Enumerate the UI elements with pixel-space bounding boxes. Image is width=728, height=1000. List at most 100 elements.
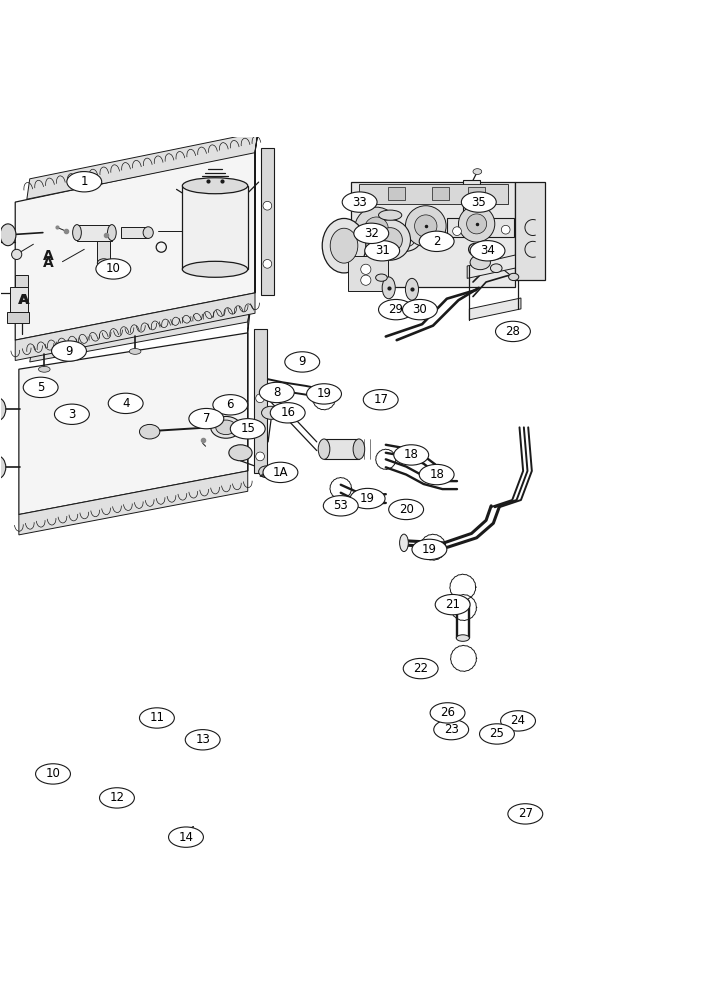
Circle shape (361, 275, 371, 285)
Bar (10, 287, 28, 313)
Text: 33: 33 (352, 196, 367, 209)
Circle shape (263, 201, 272, 210)
Circle shape (502, 225, 510, 234)
Ellipse shape (350, 488, 385, 509)
Ellipse shape (456, 598, 470, 605)
Ellipse shape (143, 227, 154, 238)
Circle shape (467, 214, 486, 234)
Circle shape (370, 220, 411, 260)
Ellipse shape (403, 658, 438, 679)
Text: 21: 21 (445, 598, 460, 611)
Ellipse shape (403, 299, 438, 320)
Text: 20: 20 (399, 503, 414, 516)
Ellipse shape (435, 594, 470, 615)
Ellipse shape (491, 264, 502, 273)
Bar (324, 439, 359, 459)
Ellipse shape (318, 439, 330, 459)
Text: 24: 24 (510, 714, 526, 727)
Ellipse shape (496, 321, 531, 342)
Text: 1A: 1A (273, 466, 288, 479)
Ellipse shape (508, 804, 543, 824)
Bar (359, 184, 507, 204)
Text: 23: 23 (444, 723, 459, 736)
Text: 25: 25 (489, 727, 505, 740)
Ellipse shape (182, 261, 248, 277)
Circle shape (453, 227, 462, 236)
Bar (348, 256, 387, 291)
Polygon shape (248, 300, 251, 471)
Circle shape (361, 264, 371, 274)
Text: 17: 17 (373, 393, 388, 406)
Text: 10: 10 (46, 767, 60, 780)
Polygon shape (30, 300, 251, 362)
Circle shape (355, 207, 398, 251)
Ellipse shape (189, 408, 223, 429)
Ellipse shape (182, 178, 248, 194)
Ellipse shape (382, 277, 395, 299)
Ellipse shape (96, 259, 131, 279)
Ellipse shape (462, 192, 496, 212)
Ellipse shape (379, 299, 414, 320)
Text: 4: 4 (122, 397, 130, 410)
Text: 8: 8 (273, 386, 280, 399)
Text: 6: 6 (226, 398, 234, 411)
Text: 3: 3 (68, 408, 76, 421)
Polygon shape (261, 148, 274, 295)
Text: 32: 32 (364, 227, 379, 240)
Polygon shape (15, 293, 255, 360)
Text: 1: 1 (81, 175, 88, 188)
Circle shape (378, 228, 403, 252)
Ellipse shape (140, 708, 174, 728)
Bar (352, 182, 515, 287)
Bar (182, 186, 248, 269)
Text: 9: 9 (66, 345, 73, 358)
Ellipse shape (394, 445, 429, 465)
Ellipse shape (456, 635, 470, 641)
Circle shape (405, 206, 446, 246)
Bar (7, 312, 29, 323)
Text: 2: 2 (433, 235, 440, 248)
Ellipse shape (36, 764, 71, 784)
Polygon shape (27, 132, 258, 199)
Ellipse shape (270, 403, 305, 423)
Text: A: A (19, 293, 30, 307)
Bar (388, 187, 405, 200)
Circle shape (256, 394, 264, 403)
Text: 14: 14 (178, 831, 194, 844)
Text: 9: 9 (298, 355, 306, 368)
Text: 18: 18 (430, 468, 444, 481)
Ellipse shape (430, 703, 465, 723)
Circle shape (414, 215, 437, 237)
Ellipse shape (412, 539, 447, 560)
Polygon shape (255, 132, 258, 293)
Ellipse shape (353, 439, 365, 459)
Text: 30: 30 (413, 303, 427, 316)
Bar (98, 241, 111, 263)
Ellipse shape (470, 241, 505, 261)
Ellipse shape (419, 231, 454, 251)
Ellipse shape (213, 395, 248, 415)
Polygon shape (467, 254, 518, 278)
Text: A: A (18, 293, 29, 307)
Ellipse shape (501, 711, 536, 731)
Text: 34: 34 (480, 244, 495, 257)
Polygon shape (19, 471, 248, 535)
Ellipse shape (229, 445, 252, 461)
Ellipse shape (263, 462, 298, 483)
Text: 53: 53 (333, 499, 348, 512)
Ellipse shape (12, 249, 22, 259)
Text: 7: 7 (202, 412, 210, 425)
Ellipse shape (55, 404, 90, 424)
Ellipse shape (230, 419, 265, 439)
Circle shape (256, 452, 264, 461)
Ellipse shape (434, 719, 469, 740)
Polygon shape (470, 298, 521, 320)
Ellipse shape (389, 499, 424, 520)
Ellipse shape (259, 382, 294, 403)
Circle shape (263, 259, 272, 268)
Ellipse shape (331, 228, 358, 263)
Bar (77, 225, 112, 241)
Ellipse shape (285, 352, 320, 372)
Circle shape (459, 206, 495, 242)
Ellipse shape (258, 466, 274, 477)
